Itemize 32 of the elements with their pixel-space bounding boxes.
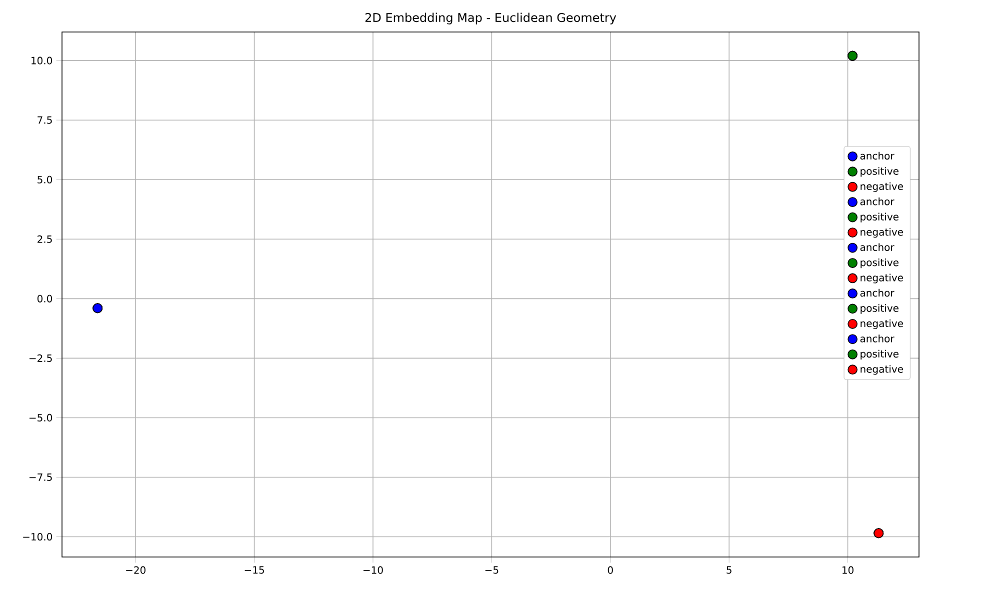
legend-label: negative (860, 228, 903, 238)
y-tick-label: 7.5 (38, 116, 52, 124)
y-tick-label: 0.0 (37, 294, 52, 302)
y-tick-label: −10.0 (23, 532, 52, 541)
y-tick-label: 5.0 (38, 176, 52, 184)
x-tick-label: −20 (126, 566, 146, 574)
legend-label: positive (860, 350, 898, 360)
legend-label: anchor (860, 334, 894, 342)
legend-label: negative (860, 365, 903, 375)
x-tick-label: 10 (842, 566, 854, 574)
legend-label: positive (860, 304, 898, 314)
legend-label: anchor (860, 152, 894, 160)
legend-label: negative (860, 274, 903, 284)
legend-label: negative (860, 319, 903, 330)
legend-label: positive (860, 258, 898, 268)
x-tick-label: −5 (485, 566, 498, 574)
legend-label: anchor (860, 198, 894, 206)
legend-label: anchor (860, 288, 894, 297)
x-tick-label: 5 (726, 566, 732, 574)
y-tick-label: 10.0 (32, 56, 52, 64)
y-tick-label: −2.5 (29, 354, 52, 362)
x-tick-label: 0 (608, 566, 613, 574)
y-tick-label: 2.5 (38, 235, 52, 243)
y-tick-label: −7.5 (29, 474, 52, 481)
y-tick-label: −5.0 (29, 414, 52, 422)
x-tick-label: −15 (244, 566, 264, 574)
legend-label: anchor (860, 243, 894, 251)
legend-label: negative (860, 182, 903, 192)
legend-label: positive (860, 167, 898, 177)
chart-title: 2D Embedding Map - Euclidean Geometry (365, 12, 616, 24)
x-tick-label: −10 (364, 566, 383, 574)
legend-label: positive (860, 212, 898, 222)
